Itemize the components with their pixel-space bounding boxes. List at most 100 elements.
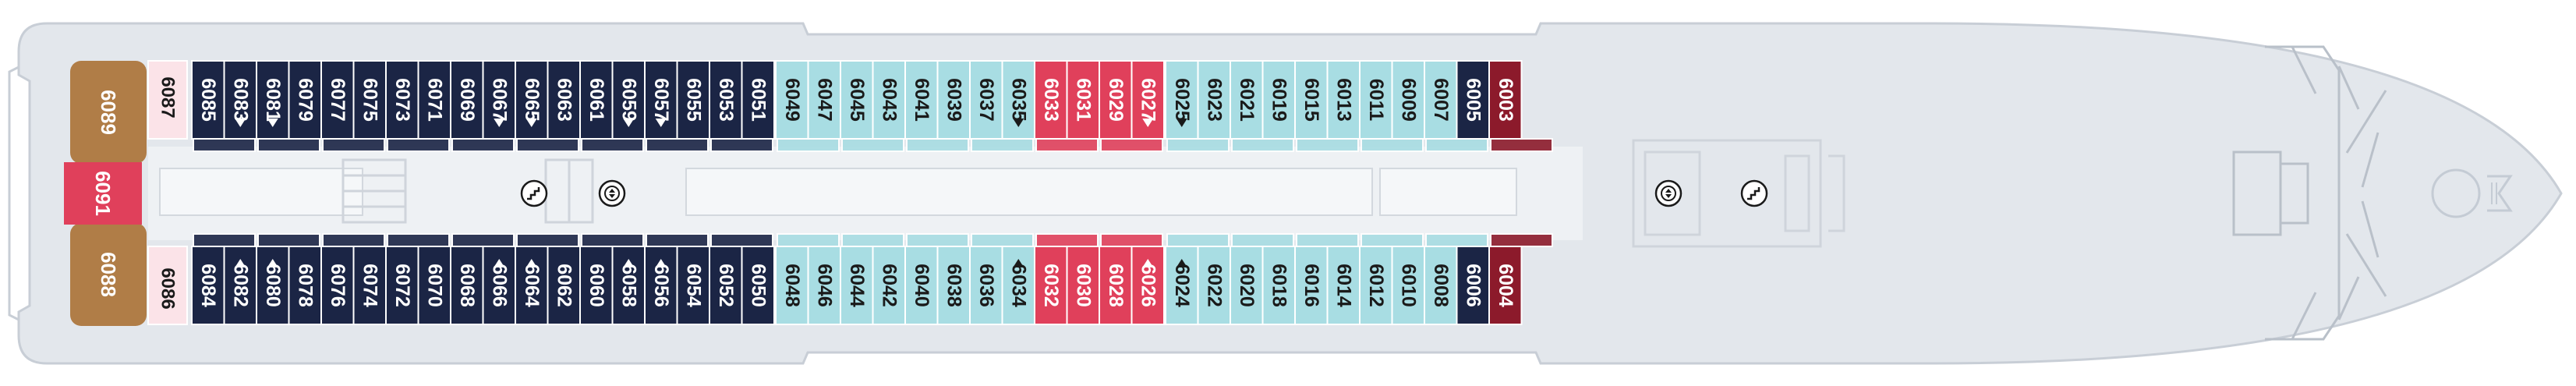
cabins-starboard: 6085 6083 6081 6079 6077 6075 6073 6071 6069 6067… [191,60,1523,140]
cabin-6052[interactable] [709,246,743,325]
cabin-label: 6058 [617,264,639,307]
bow-anchor-logo [2431,168,2513,218]
cabin-label: 6042 [878,264,900,307]
door-tab [451,138,515,152]
cabin-6047[interactable] [807,60,841,140]
cabin-6022[interactable] [1197,246,1231,325]
door-tabs [193,138,1553,247]
door-tab [387,138,450,152]
cabin-label: 6033 [1040,78,1062,122]
cabin-6054[interactable] [676,246,710,325]
cabin-6027[interactable] [1131,60,1165,140]
door-tab [193,233,256,247]
accessible-marker-icon [1176,119,1187,127]
cabin-6023[interactable] [1197,60,1231,140]
cabin-label: 6039 [943,78,964,122]
cabin-label: 6053 [715,78,737,122]
suite-6089-block [70,61,147,164]
cabin-6087-block [147,60,188,140]
door-tab [516,233,579,247]
cabin-6039[interactable] [936,60,971,140]
door-tab [971,138,1034,152]
cabin-6012[interactable] [1359,246,1393,325]
cabin-6042[interactable] [872,246,906,325]
cabin-6077[interactable] [320,60,355,140]
elevator-icon [598,179,626,207]
cabin-6005[interactable] [1456,60,1490,140]
cabin-label: 6030 [1072,264,1094,307]
door-tab [906,233,969,247]
cabin-6018[interactable] [1261,246,1296,325]
cabin-label: 6069 [456,78,478,122]
cabin-label: 6064 [521,264,543,307]
cabin-label: 6003 [1495,78,1516,122]
cabin-6049[interactable] [775,60,809,140]
cabin-6004[interactable] [1488,246,1523,325]
cabin-6010[interactable] [1391,246,1425,325]
cabin-label: 6013 [1332,78,1354,122]
cabin-6055[interactable] [676,60,710,140]
cabin-label: 6034 [1007,264,1029,307]
door-tab [1166,138,1230,152]
accessible-marker-icon [655,119,667,127]
cabin-6084[interactable] [191,246,225,325]
corridor-lane-3 [159,168,363,216]
cabin-6069[interactable] [450,60,484,140]
cabin-label: 6050 [747,264,769,307]
door-tab [646,138,709,152]
suite-6088-block [70,223,147,326]
cabin-6014[interactable] [1326,246,1361,325]
cabin-6006[interactable] [1456,246,1490,325]
corridor-lane-2 [1379,168,1517,216]
cabin-6070[interactable] [417,246,451,325]
door-tab [322,233,385,247]
suite-6091-label: 6091 [91,171,115,216]
cabin-label: 6055 [682,78,704,122]
cabin-6050[interactable] [741,246,775,325]
door-tab [1035,233,1099,247]
cabin-6033[interactable] [1034,60,1068,140]
cabin-label: 6060 [586,264,607,307]
cabin-label: 6073 [391,78,413,122]
door-tab [710,138,773,152]
door-tab [1035,138,1099,152]
door-tab [1100,138,1163,152]
cabin-label: 6010 [1397,264,1419,307]
cabin-6028[interactable] [1099,246,1133,325]
cabin-6051[interactable] [741,60,775,140]
cabin-6076[interactable] [320,246,355,325]
cabin-6060[interactable] [579,246,614,325]
cabin-label: 6075 [359,78,380,122]
cabin-6040[interactable] [904,246,939,325]
cabin-6074[interactable] [352,246,387,325]
cabin-6072[interactable] [385,246,419,325]
cabin-6038[interactable] [936,246,971,325]
cabin-label: 6061 [586,78,607,122]
cabin-label: 6056 [650,264,672,307]
cabin-label: 6062 [553,264,575,307]
cabin-label: 6008 [1430,264,1452,307]
door-tab [710,233,773,247]
door-tab [1425,138,1488,152]
accessible-marker-icon [1142,259,1154,267]
cabin-6061[interactable] [579,60,614,140]
cabin-6048[interactable] [775,246,809,325]
accessible-marker-icon [235,259,246,267]
cabin-label: 6081 [262,78,284,122]
door-tab [451,233,515,247]
cabin-6062[interactable] [547,246,581,325]
door-tab [581,138,644,152]
cabin-label: 6067 [488,78,510,122]
cabin-label: 6078 [294,264,316,307]
door-tab [1361,138,1424,152]
cabin-6073[interactable] [385,60,419,140]
cabin-label: 6065 [521,78,543,122]
cabin-label: 6014 [1332,264,1354,307]
cabin-label: 6072 [391,264,413,307]
door-tab [1296,233,1359,247]
accessible-marker-icon [655,259,667,267]
cabin-label: 6037 [975,78,997,122]
accessible-marker-icon [1013,119,1024,127]
cabin-6013[interactable] [1326,60,1361,140]
door-tab [322,138,385,152]
